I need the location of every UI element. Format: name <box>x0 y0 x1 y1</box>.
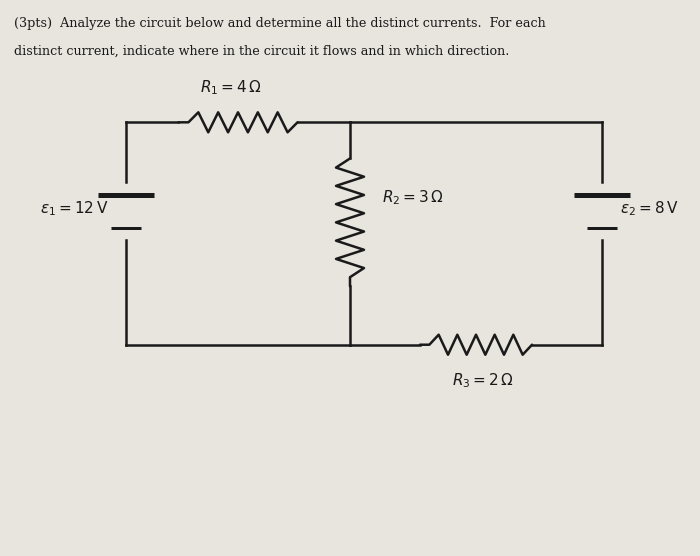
Text: $R_1 = 4\,\Omega$: $R_1 = 4\,\Omega$ <box>200 78 262 97</box>
Text: $\varepsilon_2 = 8\,\mathrm{V}$: $\varepsilon_2 = 8\,\mathrm{V}$ <box>620 199 678 218</box>
Text: (3pts)  Analyze the circuit below and determine all the distinct currents.  For : (3pts) Analyze the circuit below and det… <box>14 17 546 29</box>
Text: $R_3 = 2\,\Omega$: $R_3 = 2\,\Omega$ <box>452 371 514 390</box>
Text: $R_2 = 3\,\Omega$: $R_2 = 3\,\Omega$ <box>382 188 443 207</box>
Text: $\varepsilon_1 = 12\,\mathrm{V}$: $\varepsilon_1 = 12\,\mathrm{V}$ <box>40 199 108 218</box>
Text: distinct current, indicate where in the circuit it flows and in which direction.: distinct current, indicate where in the … <box>14 44 510 57</box>
